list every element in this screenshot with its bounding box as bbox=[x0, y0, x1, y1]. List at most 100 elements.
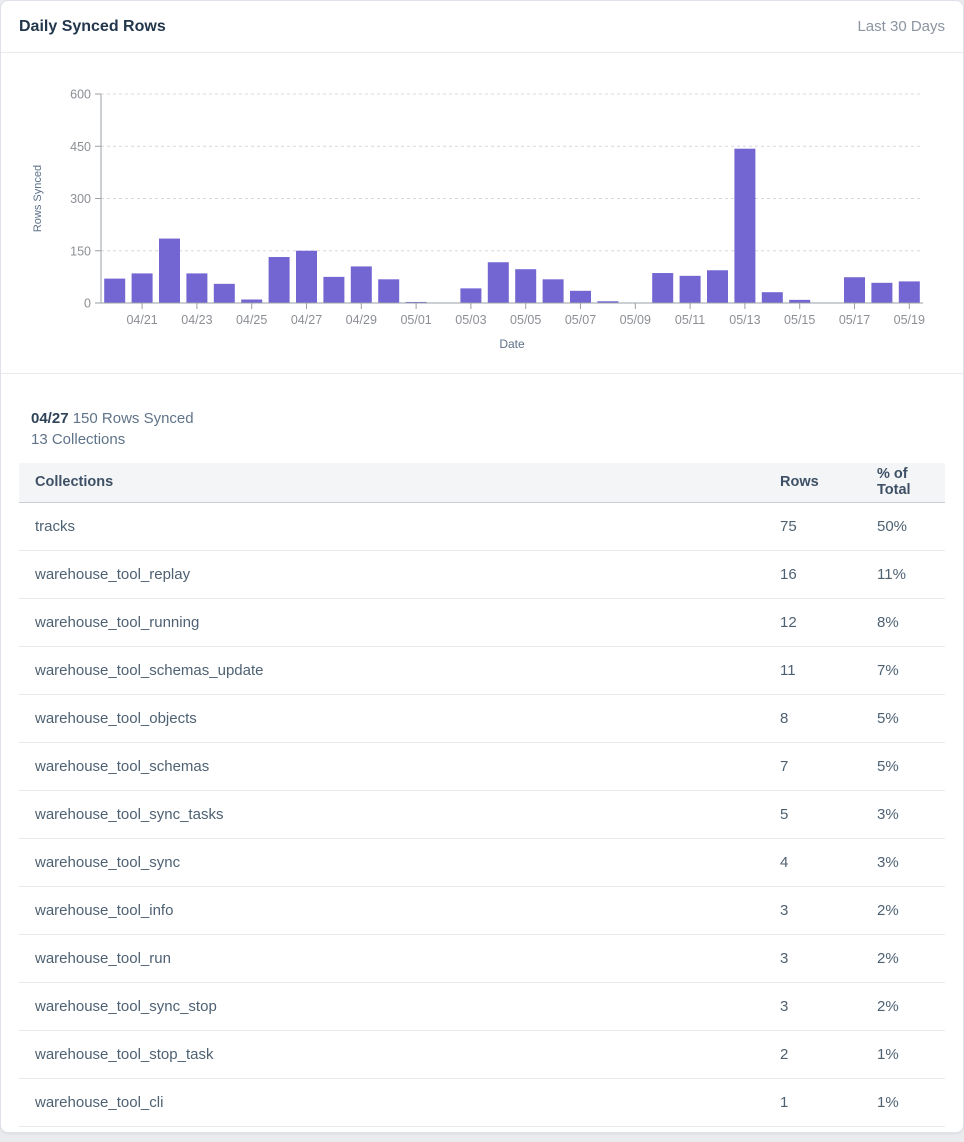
x-tick-label: 05/17 bbox=[839, 313, 870, 327]
chart-bar-05/06[interactable] bbox=[542, 279, 564, 303]
chart-bar-05/18[interactable] bbox=[871, 282, 893, 303]
x-tick-label: 04/21 bbox=[126, 313, 157, 327]
table-row: warehouse_tool_schemas_update 11 7% bbox=[19, 646, 945, 696]
x-axis-title: Date bbox=[499, 337, 525, 351]
collection-name: warehouse_tool_running bbox=[19, 598, 764, 648]
y-tick-label: 600 bbox=[70, 88, 91, 102]
x-tick-label: 05/05 bbox=[510, 313, 541, 327]
selected-day-summary: 04/27 150 Rows Synced 13 Collections bbox=[31, 408, 945, 450]
table-row: warehouse_tool_sync 4 3% bbox=[19, 838, 945, 888]
pct-of-total: 2% bbox=[861, 934, 945, 984]
selected-rows-synced: 150 Rows Synced bbox=[72, 410, 194, 427]
x-tick-label: 05/01 bbox=[400, 313, 431, 327]
x-tick-label: 05/09 bbox=[620, 313, 651, 327]
row-count: 3 bbox=[764, 934, 861, 984]
pct-of-total: 7% bbox=[861, 646, 945, 696]
pct-of-total: 3% bbox=[861, 790, 945, 840]
chart-bar-05/03[interactable] bbox=[460, 288, 482, 303]
chart-bar-05/05[interactable] bbox=[515, 269, 537, 303]
x-tick-label: 04/25 bbox=[236, 313, 267, 327]
pct-of-total: 8% bbox=[861, 598, 945, 648]
pct-of-total: 50% bbox=[861, 502, 945, 552]
table-row: warehouse_tool_cli 1 1% bbox=[19, 1078, 945, 1128]
collections-table: Collections Rows % of Total tracks 75 50% w… bbox=[19, 463, 945, 1128]
row-count: 7 bbox=[764, 742, 861, 792]
chart-bar-04/26[interactable] bbox=[268, 257, 290, 303]
table-row: warehouse_tool_running 12 8% bbox=[19, 598, 945, 648]
table-row: warehouse_tool_schemas 7 5% bbox=[19, 742, 945, 792]
collection-name: warehouse_tool_objects bbox=[19, 694, 764, 744]
row-count: 2 bbox=[764, 1030, 861, 1080]
collection-name: warehouse_tool_sync_tasks bbox=[19, 790, 764, 840]
chart-bar-04/22[interactable] bbox=[159, 238, 180, 303]
date-range-label: Last 30 Days bbox=[857, 18, 945, 35]
chart-bar-04/25[interactable] bbox=[241, 299, 263, 303]
table-header-row: Collections Rows % of Total bbox=[19, 463, 945, 504]
chart-bar-05/14[interactable] bbox=[761, 292, 783, 303]
chart-bar-05/10[interactable] bbox=[652, 273, 674, 303]
chart-bar-05/15[interactable] bbox=[789, 299, 811, 303]
table-row: warehouse_tool_sync_tasks 5 3% bbox=[19, 790, 945, 840]
chart-bar-05/11[interactable] bbox=[679, 275, 701, 303]
row-count: 4 bbox=[764, 838, 861, 888]
chart-bar-05/04[interactable] bbox=[487, 262, 509, 303]
collection-name: warehouse_tool_sync_stop bbox=[19, 982, 764, 1032]
collection-name: warehouse_tool_replay bbox=[19, 550, 764, 600]
x-tick-label: 05/19 bbox=[894, 313, 925, 327]
gridlines bbox=[101, 93, 923, 252]
table-row: warehouse_tool_info 3 2% bbox=[19, 886, 945, 936]
x-tick-label: 04/27 bbox=[291, 313, 322, 327]
chart-bar-04/27[interactable] bbox=[296, 250, 317, 303]
pct-of-total: 11% bbox=[861, 550, 945, 600]
chart-bar-04/28[interactable] bbox=[323, 276, 345, 303]
column-header-collections: Collections bbox=[19, 463, 764, 504]
table-row: warehouse_tool_run 3 2% bbox=[19, 934, 945, 984]
table-row: warehouse_tool_objects 8 5% bbox=[19, 694, 945, 744]
x-tick-label: 04/29 bbox=[346, 313, 377, 327]
chart-bar-05/17[interactable] bbox=[844, 277, 865, 303]
x-tick-label: 05/07 bbox=[565, 313, 596, 327]
chart-bar-05/19[interactable] bbox=[898, 281, 920, 303]
page-title: Daily Synced Rows bbox=[19, 17, 166, 35]
chart-bar-04/30[interactable] bbox=[378, 279, 400, 303]
row-count: 12 bbox=[764, 598, 861, 648]
y-axis-title: Rows Synced bbox=[32, 165, 44, 232]
chart-bar-04/29[interactable] bbox=[350, 266, 372, 303]
collection-name: warehouse_tool_run bbox=[19, 934, 764, 984]
collection-name: warehouse_tool_stop_task bbox=[19, 1030, 764, 1080]
card-header: Daily Synced Rows Last 30 Days bbox=[1, 1, 963, 53]
table-row: warehouse_tool_sync_stop 3 2% bbox=[19, 982, 945, 1032]
row-count: 3 bbox=[764, 982, 861, 1032]
row-count: 3 bbox=[764, 886, 861, 936]
collection-name: warehouse_tool_sync bbox=[19, 838, 764, 888]
chart-bar-05/08[interactable] bbox=[597, 301, 619, 303]
chart-bar-04/21[interactable] bbox=[131, 273, 153, 303]
row-count: 1 bbox=[764, 1078, 861, 1128]
y-tick-label: 150 bbox=[70, 244, 91, 258]
table-row: tracks 75 50% bbox=[19, 502, 945, 552]
chart-bar-04/24[interactable] bbox=[213, 283, 235, 303]
row-count: 11 bbox=[764, 646, 861, 696]
pct-of-total: 5% bbox=[861, 742, 945, 792]
chart-bar-05/12[interactable] bbox=[707, 270, 728, 303]
chart-bar-04/23[interactable] bbox=[186, 273, 208, 303]
pct-of-total: 5% bbox=[861, 694, 945, 744]
y-tick-label: 450 bbox=[70, 140, 91, 154]
detail-section: 04/27 150 Rows Synced 13 Collections Col… bbox=[1, 374, 963, 1132]
collection-name: warehouse_tool_schemas_update bbox=[19, 646, 764, 696]
chart-bar-04/20[interactable] bbox=[104, 278, 126, 303]
x-tick-label: 05/13 bbox=[729, 313, 760, 327]
collection-name: warehouse_tool_info bbox=[19, 886, 764, 936]
row-count: 8 bbox=[764, 694, 861, 744]
collection-name: tracks bbox=[19, 502, 764, 552]
chart-bar-05/13[interactable] bbox=[734, 148, 756, 303]
chart-bar-05/07[interactable] bbox=[570, 290, 591, 303]
pct-of-total: 2% bbox=[861, 886, 945, 936]
y-tick-label: 300 bbox=[70, 192, 91, 206]
pct-of-total: 1% bbox=[861, 1078, 945, 1128]
table-row: warehouse_tool_replay 16 11% bbox=[19, 550, 945, 600]
column-header-rows: Rows bbox=[764, 463, 861, 504]
chart-bar-05/01[interactable] bbox=[405, 301, 427, 303]
table-row: warehouse_tool_stop_task 2 1% bbox=[19, 1030, 945, 1080]
